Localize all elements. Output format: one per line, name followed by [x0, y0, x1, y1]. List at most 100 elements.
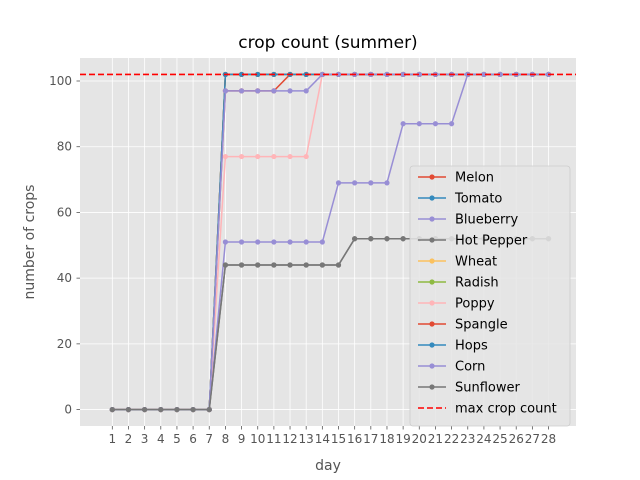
y-tick-label: 0 — [64, 403, 72, 417]
legend: Melon Tomato Blueberry Hot Pepper Wheat Radis… — [409, 165, 571, 427]
legend-marker — [429, 279, 435, 285]
data-point-sunflower — [174, 406, 180, 413]
x-tick-label: 22 — [444, 432, 459, 446]
data-point-corn — [255, 88, 261, 94]
x-tick-label: 1 — [108, 432, 116, 446]
data-point-sunflower — [190, 406, 196, 413]
x-tick-label: 6 — [189, 432, 197, 446]
legend-item-max-crop-count: max crop count — [418, 402, 557, 417]
data-point-blueberry — [368, 180, 374, 186]
x-tick-label: 18 — [379, 432, 394, 446]
legend-item-tomato: Tomato — [418, 192, 502, 207]
x-tick-label: 5 — [173, 432, 181, 446]
x-tick-label: 19 — [395, 432, 410, 446]
x-tick-label: 23 — [460, 432, 475, 446]
data-point-sunflower — [271, 262, 277, 268]
legend-item-spangle: Spangle — [418, 318, 508, 333]
data-point-blueberry — [416, 121, 422, 127]
x-tick-label: 15 — [331, 432, 346, 446]
data-point-corn — [271, 88, 277, 94]
data-point-poppy — [303, 153, 309, 160]
data-point-corn — [416, 71, 422, 78]
data-point-sunflower — [125, 406, 132, 413]
legend-item-sunflower: Sunflower — [418, 381, 521, 396]
legend-label: Melon — [455, 171, 494, 186]
data-point-blueberry — [222, 239, 229, 245]
y-tick-label: 80 — [57, 140, 72, 154]
x-tick-label: 13 — [299, 432, 314, 446]
y-tick-label: 40 — [57, 271, 72, 285]
x-tick-label: 3 — [141, 432, 149, 446]
data-point-hops — [255, 71, 261, 78]
x-tick-label: 25 — [492, 432, 507, 446]
data-point-corn — [287, 88, 293, 94]
data-point-sunflower — [287, 262, 293, 268]
data-point-sunflower — [158, 406, 164, 413]
data-point-corn — [481, 71, 487, 78]
data-point-blueberry — [238, 239, 245, 245]
data-point-blueberry — [319, 239, 325, 245]
x-tick-label: 12 — [282, 432, 297, 446]
legend-label: Sunflower — [455, 381, 521, 396]
y-tick-label: 60 — [57, 205, 72, 219]
data-point-sunflower — [206, 406, 212, 413]
x-tick-label: 11 — [266, 432, 281, 446]
data-point-corn — [238, 88, 245, 94]
legend-label: Blueberry — [455, 213, 518, 228]
legend-item-hot-pepper: Hot Pepper — [418, 234, 528, 249]
data-point-sunflower — [400, 236, 406, 242]
data-point-blueberry — [448, 121, 455, 127]
data-point-sunflower — [384, 236, 390, 242]
legend-marker — [429, 258, 435, 264]
legend-label: Corn — [455, 360, 485, 375]
data-point-hops — [238, 71, 245, 78]
x-tick-label: 9 — [238, 432, 246, 446]
data-point-sunflower — [142, 406, 148, 413]
legend-label: Radish — [455, 276, 499, 291]
y-tick-label: 100 — [49, 74, 72, 88]
data-point-blueberry — [287, 239, 293, 245]
legend-item-hops: Hops — [418, 339, 488, 354]
data-point-sunflower — [222, 262, 229, 268]
data-point-blueberry — [303, 239, 309, 245]
chart-title: crop count (summer) — [238, 33, 417, 53]
legend-marker — [429, 195, 435, 201]
x-tick-label: 17 — [363, 432, 378, 446]
legend-item-melon: Melon — [418, 171, 494, 186]
y-axis-ticks: 0 20 40 60 80 100 — [49, 74, 80, 417]
legend-item-radish: Radish — [418, 276, 499, 291]
x-tick-label: 28 — [541, 432, 556, 446]
data-point-blueberry — [335, 180, 342, 186]
x-tick-label: 8 — [222, 432, 230, 446]
legend-label: Spangle — [455, 318, 508, 333]
data-point-sunflower — [109, 406, 115, 413]
data-point-sunflower — [352, 236, 358, 242]
legend-label: Tomato — [454, 192, 502, 207]
data-point-corn — [303, 88, 309, 94]
x-tick-label: 7 — [205, 432, 213, 446]
y-tick-label: 20 — [57, 337, 72, 351]
legend-label: max crop count — [455, 402, 557, 417]
legend-label: Poppy — [455, 297, 495, 312]
y-axis-label: number of crops — [22, 185, 38, 300]
legend-label: Hot Pepper — [455, 234, 528, 249]
x-tick-label: 4 — [157, 432, 165, 446]
legend-item-poppy: Poppy — [418, 297, 495, 312]
legend-marker — [429, 342, 435, 348]
data-point-blueberry — [255, 239, 261, 245]
data-point-sunflower — [319, 262, 325, 268]
x-tick-label: 24 — [476, 432, 491, 446]
data-point-sunflower — [368, 236, 374, 242]
data-point-sunflower — [238, 262, 245, 268]
data-point-poppy — [238, 153, 245, 160]
data-point-corn — [497, 71, 503, 78]
x-tick-label: 10 — [250, 432, 265, 446]
x-tick-label: 14 — [315, 432, 330, 446]
x-tick-label: 27 — [525, 432, 540, 446]
legend-label: Wheat — [455, 255, 497, 270]
data-point-sunflower — [335, 262, 342, 268]
legend-marker — [429, 300, 435, 306]
data-point-corn — [319, 71, 325, 78]
legend-marker — [429, 363, 435, 369]
x-tick-label: 26 — [509, 432, 524, 446]
